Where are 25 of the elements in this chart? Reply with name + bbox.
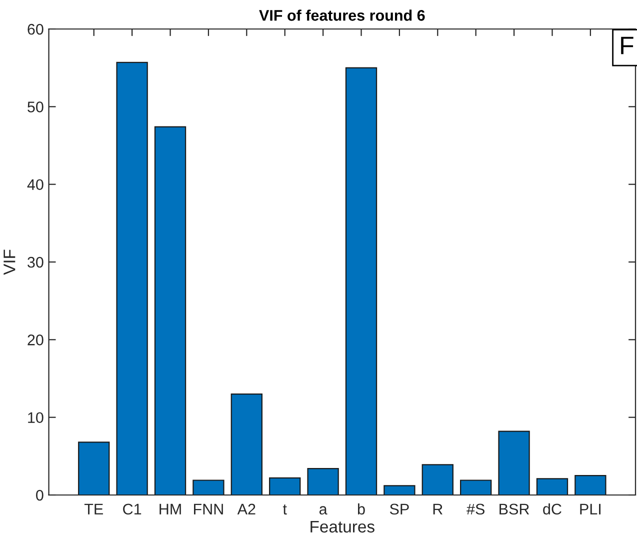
chart-title: VIF of features round 6 <box>259 10 425 21</box>
y-tick-label: 60 <box>28 24 44 35</box>
x-tick-label: SP <box>390 504 409 515</box>
y-tick-label: 50 <box>28 102 44 112</box>
x-tick-label: C1 <box>123 504 142 515</box>
x-tick-label: dC <box>543 503 562 515</box>
x-tick-label: R <box>433 504 442 514</box>
x-axis-title: Features <box>310 520 374 533</box>
x-tick-label: TE <box>84 504 103 514</box>
x-tick-label: PLI <box>580 504 600 514</box>
x-tick-label: A2 <box>237 504 256 514</box>
y-axis-title: VIF <box>4 250 16 275</box>
x-tick-label: HM <box>160 504 181 514</box>
y-tick-label: 0 <box>36 490 44 501</box>
y-tick-label: 30 <box>28 256 44 268</box>
x-tick-label: #S <box>466 504 484 515</box>
x-tick-label: a <box>319 506 328 515</box>
y-tick-label: 10 <box>28 412 44 424</box>
annotation: F <box>621 36 634 54</box>
y-tick-label: 40 <box>27 179 44 190</box>
x-tick-label: FNN <box>194 504 223 514</box>
x-tick-label: b <box>358 503 365 515</box>
x-tick-label: t <box>282 504 287 515</box>
y-tick-label: 20 <box>28 334 44 346</box>
x-tick-label: BSR <box>500 504 530 515</box>
